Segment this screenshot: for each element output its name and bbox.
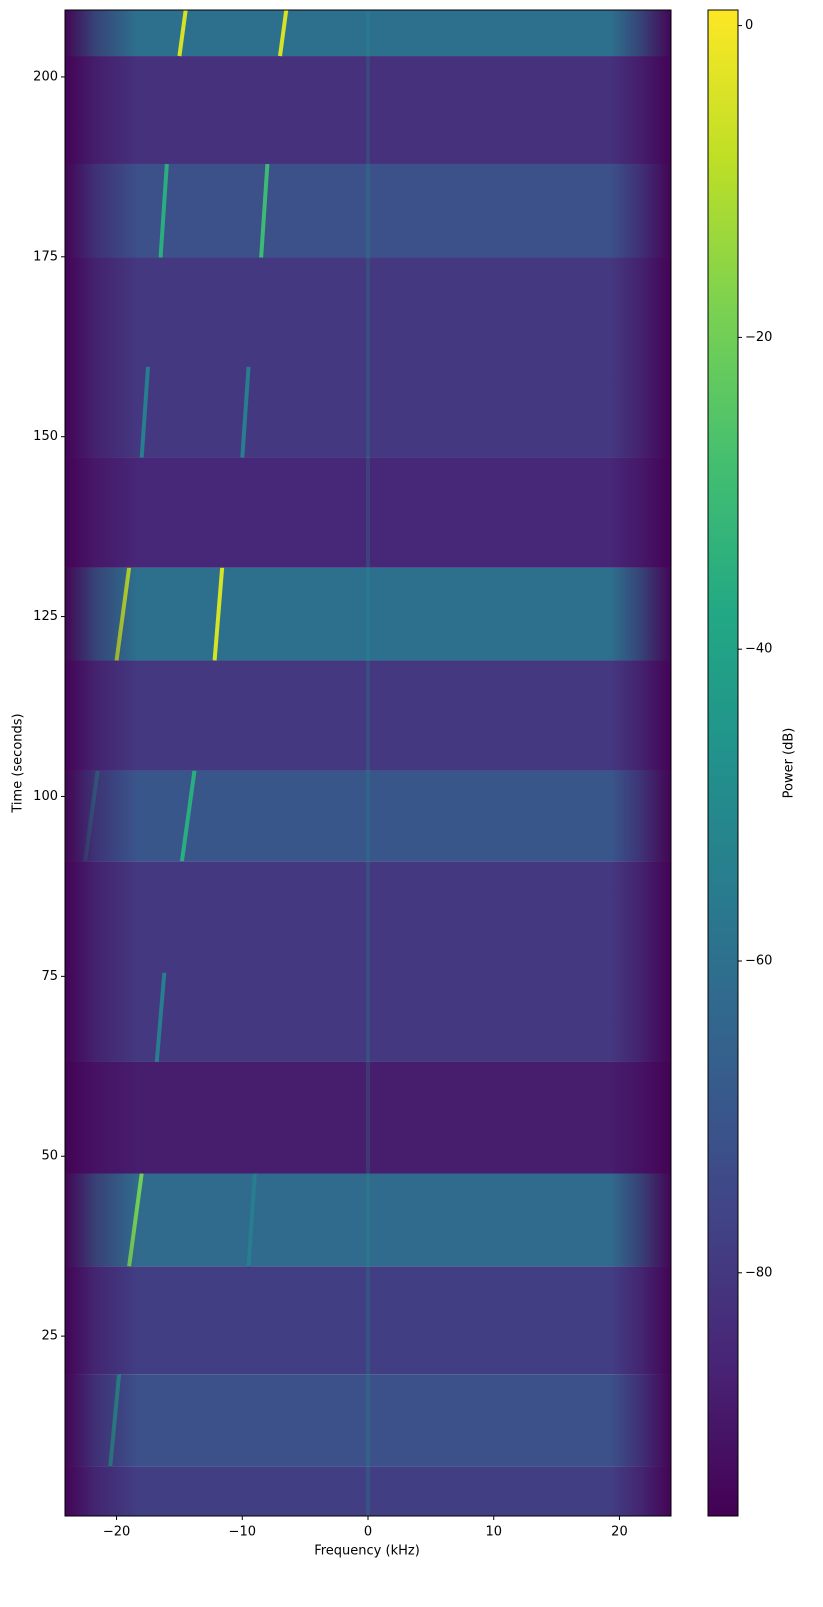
x-axis-label: Frequency (kHz) — [314, 1544, 420, 1559]
x-tick-label: 20 — [611, 1525, 628, 1540]
colorbar — [707, 9, 739, 1517]
x-tick-label: −20 — [103, 1525, 130, 1540]
colorbar-tick-label: −20 — [745, 330, 772, 345]
x-tick-label: 0 — [364, 1525, 372, 1540]
colorbar-tick-label: 0 — [745, 18, 753, 33]
y-axis-label: Time (seconds) — [11, 713, 26, 813]
y-tick-label: 50 — [41, 1149, 58, 1164]
colorbar-tick-label: −80 — [745, 1265, 772, 1280]
x-tick-label: 10 — [485, 1525, 502, 1540]
y-tick-label: 75 — [41, 969, 58, 984]
colorbar-tick-label: −60 — [745, 953, 772, 968]
y-tick-label: 25 — [41, 1329, 58, 1344]
y-tick-label: 175 — [33, 249, 58, 264]
plot-area — [65, 9, 671, 1516]
edge-rolloff — [65, 10, 671, 1516]
y-tick-label: 100 — [33, 789, 58, 804]
y-tick-label: 125 — [33, 609, 58, 624]
y-tick-label: 200 — [33, 69, 58, 84]
x-tick-label: −10 — [229, 1525, 256, 1540]
colorbar-tick-label: −40 — [745, 642, 772, 657]
colorbar-label: Power (dB) — [782, 728, 797, 799]
y-tick-label: 150 — [33, 429, 58, 444]
